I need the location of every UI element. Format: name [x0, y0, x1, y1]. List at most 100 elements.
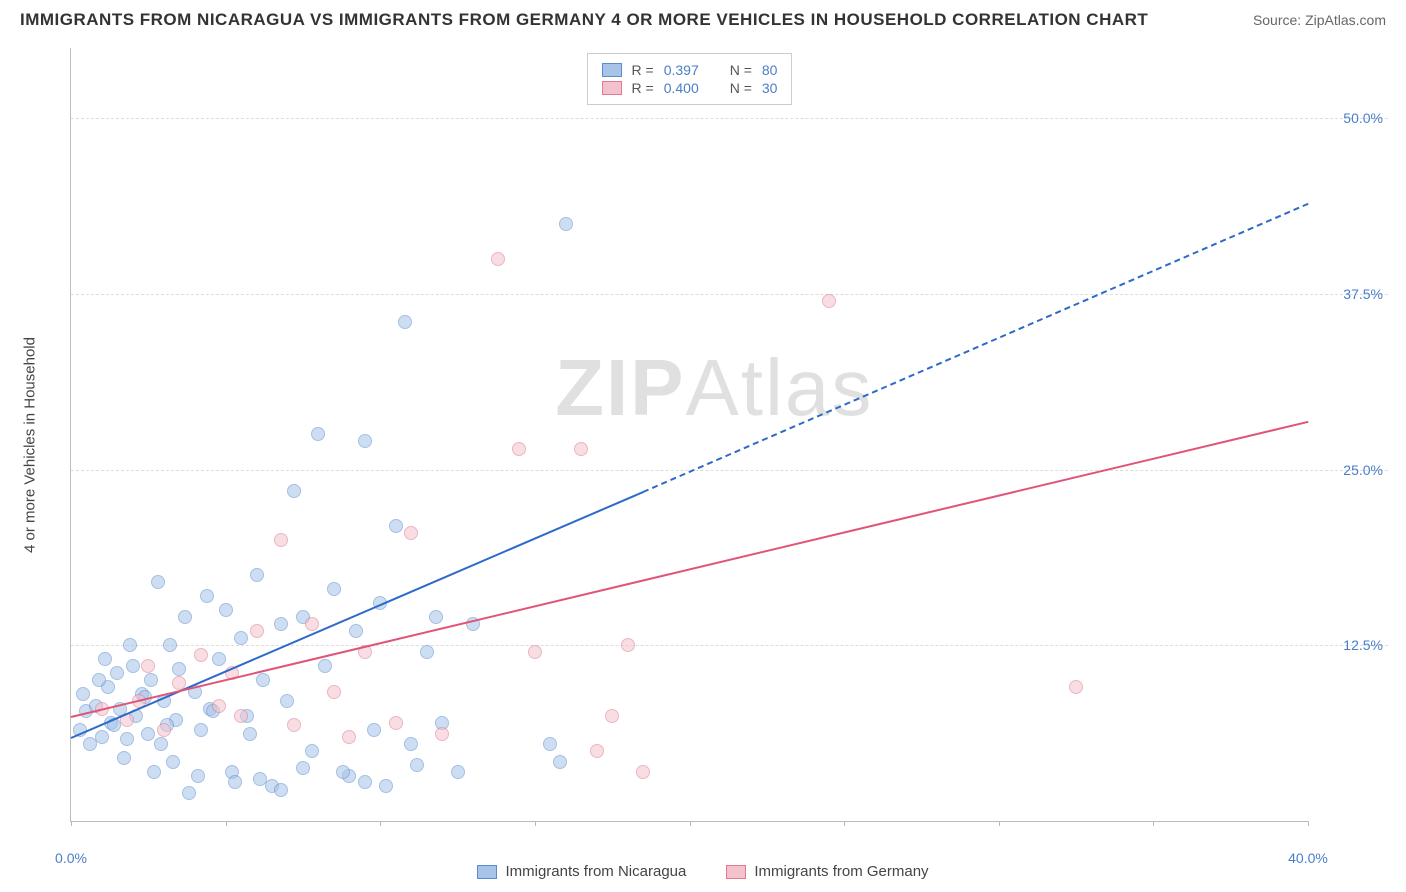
x-tick-mark: [71, 821, 72, 826]
scatter-point: [110, 666, 124, 680]
gridline-h: [71, 118, 1388, 119]
scatter-point: [543, 737, 557, 751]
scatter-point: [182, 786, 196, 800]
legend-item-nicaragua: Immigrants from Nicaragua: [477, 863, 686, 880]
gridline-h: [71, 294, 1388, 295]
scatter-point: [92, 673, 106, 687]
scatter-point: [250, 624, 264, 638]
scatter-point: [228, 775, 242, 789]
scatter-point: [404, 526, 418, 540]
scatter-point: [163, 638, 177, 652]
x-tick-mark: [999, 821, 1000, 826]
x-tick-mark: [690, 821, 691, 826]
scatter-point: [147, 765, 161, 779]
scatter-point: [358, 775, 372, 789]
scatter-point: [336, 765, 350, 779]
chart-source: Source: ZipAtlas.com: [1253, 12, 1386, 28]
scatter-point: [435, 727, 449, 741]
y-tick-label: 12.5%: [1323, 637, 1383, 653]
scatter-point: [305, 617, 319, 631]
y-tick-label: 50.0%: [1323, 110, 1383, 126]
scatter-point: [605, 709, 619, 723]
scatter-point: [311, 427, 325, 441]
scatter-point: [429, 610, 443, 624]
scatter-point: [234, 631, 248, 645]
scatter-point: [280, 694, 294, 708]
x-tick-mark: [1153, 821, 1154, 826]
scatter-point: [157, 723, 171, 737]
scatter-point: [389, 519, 403, 533]
scatter-point: [296, 761, 310, 775]
legend-swatch-blue: [602, 63, 622, 77]
scatter-point: [389, 716, 403, 730]
scatter-point: [200, 589, 214, 603]
plot-area: ZIPAtlas R = 0.397 N = 80 R = 0.400 N = …: [70, 48, 1308, 822]
scatter-point: [410, 758, 424, 772]
scatter-point: [398, 315, 412, 329]
scatter-point: [250, 568, 264, 582]
y-tick-label: 25.0%: [1323, 462, 1383, 478]
scatter-point: [141, 727, 155, 741]
scatter-point: [274, 533, 288, 547]
scatter-point: [253, 772, 267, 786]
scatter-point: [141, 659, 155, 673]
scatter-point: [172, 662, 186, 676]
scatter-point: [191, 769, 205, 783]
scatter-point: [636, 765, 650, 779]
scatter-point: [553, 755, 567, 769]
scatter-point: [234, 709, 248, 723]
x-tick-mark: [380, 821, 381, 826]
scatter-point: [166, 755, 180, 769]
scatter-point: [349, 624, 363, 638]
scatter-point: [305, 744, 319, 758]
scatter-point: [126, 659, 140, 673]
legend-swatch-pink: [602, 81, 622, 95]
chart-title: IMMIGRANTS FROM NICARAGUA VS IMMIGRANTS …: [20, 10, 1148, 30]
scatter-point: [621, 638, 635, 652]
scatter-point: [194, 723, 208, 737]
scatter-point: [256, 673, 270, 687]
scatter-point: [274, 783, 288, 797]
gridline-h: [71, 645, 1388, 646]
scatter-point: [512, 442, 526, 456]
scatter-point: [528, 645, 542, 659]
x-tick-mark: [535, 821, 536, 826]
scatter-point: [379, 779, 393, 793]
legend-top: R = 0.397 N = 80 R = 0.400 N = 30: [587, 53, 793, 105]
scatter-point: [367, 723, 381, 737]
scatter-point: [822, 294, 836, 308]
scatter-point: [123, 638, 137, 652]
legend-swatch-germany: [726, 865, 746, 879]
scatter-point: [219, 603, 233, 617]
scatter-point: [120, 732, 134, 746]
scatter-point: [287, 718, 301, 732]
legend-swatch-nicaragua: [477, 865, 497, 879]
trend-line: [71, 491, 644, 739]
x-tick-mark: [844, 821, 845, 826]
legend-top-row-1: R = 0.397 N = 80: [602, 62, 778, 78]
scatter-point: [117, 751, 131, 765]
scatter-point: [590, 744, 604, 758]
scatter-point: [76, 687, 90, 701]
scatter-point: [404, 737, 418, 751]
scatter-point: [1069, 680, 1083, 694]
legend-top-row-2: R = 0.400 N = 30: [602, 80, 778, 96]
legend-bottom: Immigrants from Nicaragua Immigrants fro…: [0, 863, 1406, 880]
scatter-point: [491, 252, 505, 266]
scatter-point: [95, 730, 109, 744]
x-tick-mark: [226, 821, 227, 826]
scatter-point: [151, 575, 165, 589]
trend-line: [643, 203, 1309, 493]
scatter-point: [342, 730, 356, 744]
scatter-point: [212, 699, 226, 713]
scatter-point: [574, 442, 588, 456]
scatter-point: [178, 610, 192, 624]
gridline-h: [71, 470, 1388, 471]
scatter-point: [287, 484, 301, 498]
x-tick-mark: [1308, 821, 1309, 826]
watermark: ZIPAtlas: [555, 342, 873, 434]
y-axis-label: 4 or more Vehicles in Household: [22, 337, 39, 553]
scatter-point: [194, 648, 208, 662]
y-tick-label: 37.5%: [1323, 286, 1383, 302]
scatter-point: [420, 645, 434, 659]
